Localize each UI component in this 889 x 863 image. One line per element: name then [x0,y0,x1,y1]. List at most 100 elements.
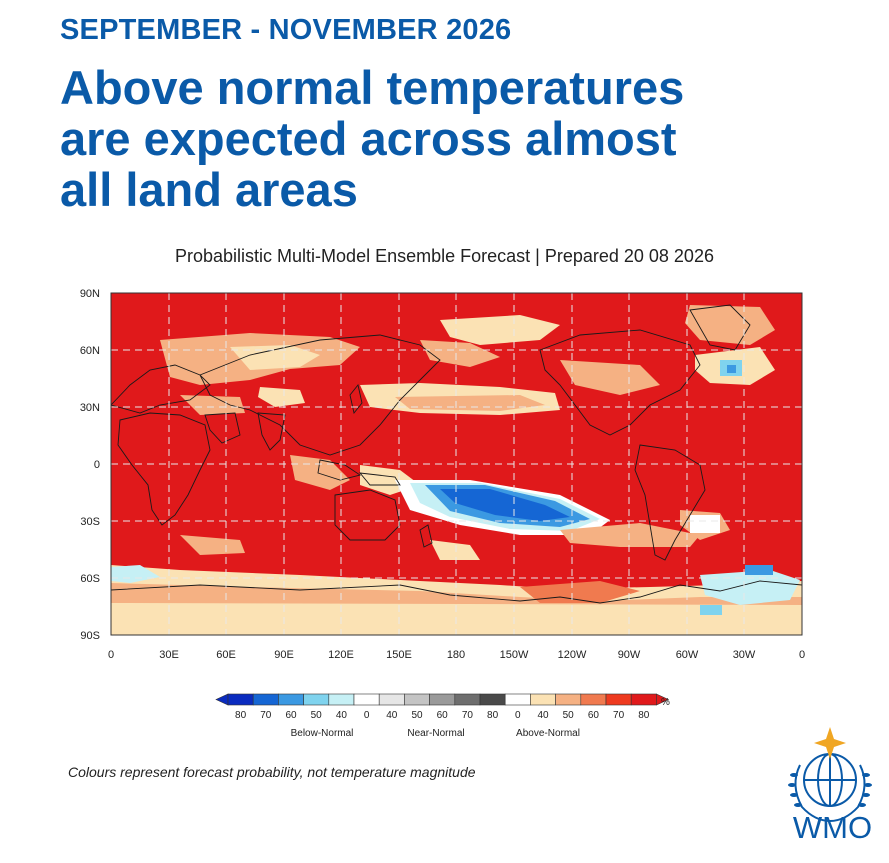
lon-tick-label: 60E [216,649,236,661]
wmo-logo-text: WMO [792,810,873,845]
below-normal-60-patch [727,365,736,373]
above-normal-60-patch [520,581,640,603]
coastline-europe [111,364,211,414]
headline-line: Above normal temperatures [60,61,685,114]
lon-tick-label: 120W [558,649,587,661]
lat-tick-label: 30N [80,402,100,414]
colorbar-swatch [555,693,582,706]
colorbar-tick-label: 80 [235,710,247,721]
lat-tick-label: 90S [80,630,100,642]
coastline-india [257,412,286,451]
colorbar-swatch [227,693,254,706]
below-normal-50-patch [700,605,722,615]
colorbar-swatch [252,693,279,706]
lon-tick-label: 90W [618,649,641,661]
colorbar-tick-label: 60 [437,710,449,721]
above-normal-40-patch [230,345,320,370]
above-normal-50-patch [180,395,245,415]
lon-tick-label: 0 [799,649,805,661]
footnote: Colours represent forecast probability, … [68,764,476,780]
wmo-globe-icon [788,727,872,823]
coastline-africa [117,412,211,526]
colorbar-swatch [630,693,657,706]
headline: Above normal temperatures are expected a… [60,62,840,215]
forecast-map: 90N 60N 30N 0 30S 60S 90S 0 30E 60E 90E … [80,288,805,739]
colorbar-swatch [328,693,355,706]
colorbar-tick-label: 70 [613,710,625,721]
colorbar-tick-label: 50 [563,710,575,721]
lon-tick-label: 30W [733,649,756,661]
coastline-new-zealand [419,524,433,548]
colorbar-tick-label: 40 [537,710,549,721]
colorbar-tick-label: 70 [462,710,474,721]
colorbar-swatch [530,693,556,706]
colorbar-swatch [504,693,531,706]
forecast-subtitle: Probabilistic Multi-Model Ensemble Forec… [175,246,714,266]
colorbar-tick-label: 40 [336,710,348,721]
lat-tick-label: 0 [94,459,100,471]
colorbar-legend: % 80 70 60 50 40 0 40 50 60 70 80 0 40 50 60 70 80 Below… [215,693,670,739]
colorbar-tick-label: 60 [285,710,297,721]
colorbar-swatch [378,693,405,706]
below-normal-70-zone [440,489,570,521]
headline-line: all land areas [60,163,358,216]
headline-line: are expected across almost [60,112,677,165]
colorbar-tick-label: 40 [386,710,398,721]
lon-tick-label: 30E [159,649,179,661]
colorbar-arrow-high [656,693,670,706]
legend-title-below: Below-Normal [291,728,354,739]
colorbar-unit: % [661,697,670,708]
lat-tick-label: 30S [80,516,100,528]
colorbar-swatch [429,693,456,706]
season-title: SEPTEMBER - NOVEMBER 2026 [60,14,512,46]
above-normal-40-patch [440,315,560,345]
colorbar-tick-label: 70 [260,710,272,721]
colorbar-swatch [479,693,506,706]
colorbar-tick-label: 50 [311,710,323,721]
lon-tick-label: 0 [108,649,114,661]
colorbar-swatch [454,693,481,706]
above-normal-50-patch [180,535,245,555]
lat-tick-label: 60N [80,345,100,357]
near-normal-zone [690,515,720,533]
colorbar-swatch [278,693,304,706]
lon-tick-label: 180 [447,649,465,661]
above-normal-50-patch [560,360,660,395]
coastline-new-guinea [358,472,401,486]
above-normal-50-patch [560,523,700,547]
lat-tick-label: 90N [80,288,100,300]
colorbar-tick-label: 0 [364,710,370,721]
coastlines [111,304,802,604]
above-normal-40-patch [258,387,305,407]
colorbar-swatch [605,693,632,706]
map-frame [110,292,803,636]
coastline-asia [199,334,441,456]
lon-tick-label: 90E [274,649,294,661]
colorbar-tick-label: 50 [411,710,423,721]
coastline-arabia [204,412,241,444]
colorbar-swatch [303,693,330,706]
colorbar-tick-label: 60 [588,710,600,721]
legend-title-above: Above-Normal [516,728,580,739]
coastline-antarctica [111,580,802,604]
lon-tick-label: 120E [328,649,354,661]
legend-title-near: Near-Normal [407,728,464,739]
colorbar-swatch [353,693,380,706]
coastline-australia [334,489,401,541]
colorbar-tick-label: 80 [638,710,650,721]
colorbar-swatch [580,693,607,706]
below-normal-60-patch [745,565,773,575]
coastline-greenland [689,304,751,351]
coastline-south-america [634,444,706,561]
compass-star-icon [814,727,846,759]
probability-field [111,293,802,635]
lon-tick-label: 150E [386,649,412,661]
above-normal-40-patch [430,540,480,560]
map-grid [111,293,802,635]
coastline-north-america [539,329,701,436]
lon-tick-label: 60W [676,649,699,661]
colorbar-tick-label: 80 [487,710,499,721]
above-normal-50-patch [685,305,775,345]
below-normal-40-zone [700,570,800,605]
colorbar-tick-label: 0 [515,710,521,721]
